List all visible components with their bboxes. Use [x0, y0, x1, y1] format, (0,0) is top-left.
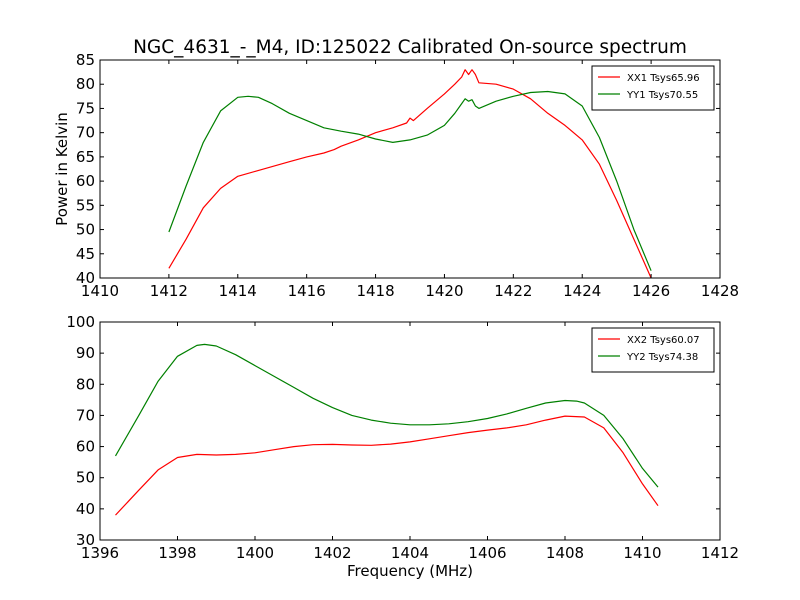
x-tick-label: 1412	[701, 544, 739, 562]
y-tick-label: 40	[76, 500, 95, 518]
x-tick-label: 1414	[219, 282, 257, 300]
top-chart: 1410 1412 1414 1416 1418 1420 1422 1424 1426 1428…	[53, 37, 739, 300]
legend-box	[591, 327, 715, 373]
legend-entry: XX2 Tsys60.07	[627, 335, 700, 346]
x-tick-label: 1416	[288, 282, 326, 300]
y-tick-label: 70	[76, 406, 95, 424]
x-tick-label: 1428	[701, 282, 739, 300]
x-axis-label: Frequency (MHz)	[347, 562, 473, 580]
y-tick-label: 85	[76, 51, 95, 69]
legend-entry: YY1 Tsys70.55	[626, 90, 698, 101]
y-tick-label: 65	[76, 148, 95, 166]
bottom-chart: 1396 1398 1400 1402 1404 1406 1408 1410 1412 30 40…	[66, 313, 739, 580]
y-tick-label: 30	[76, 531, 95, 549]
y-tick-label: 60	[76, 438, 95, 456]
y-tick-label: 55	[76, 196, 95, 214]
y-tick-label: 50	[76, 469, 95, 487]
series-line-1	[115, 415, 659, 516]
x-tick-label: 1396	[81, 544, 119, 562]
x-tick-label: 1424	[563, 282, 601, 300]
legend: XX1 Tsys65.96 YY1 Tsys70.55	[591, 65, 715, 111]
y-tick-label: 80	[76, 75, 95, 93]
x-tick-label: 1412	[150, 282, 188, 300]
y-tick-label: 70	[76, 124, 95, 142]
legend-entry: XX1 Tsys65.96	[627, 73, 700, 84]
axes-frame	[99, 59, 721, 279]
x-tick-label: 1400	[236, 544, 274, 562]
x-tick-label: 1422	[494, 282, 532, 300]
x-tick-label: 1398	[158, 544, 196, 562]
x-tick-label: 1402	[313, 544, 351, 562]
y-tick-label: 80	[76, 375, 95, 393]
chart-title: NGC_4631_-_M4, ID:125022 Calibrated On-s…	[133, 37, 687, 58]
y-tick-label: 50	[76, 221, 95, 239]
y-tick-label: 45	[76, 245, 95, 263]
x-tick-label: 1410	[623, 544, 661, 562]
legend-box	[591, 65, 715, 111]
x-tick-label: 1420	[425, 282, 463, 300]
x-tick-label: 1410	[81, 282, 119, 300]
y-tick-label: 75	[76, 99, 95, 117]
x-tick-label: 1418	[356, 282, 394, 300]
legend-entry: YY2 Tsys74.38	[626, 352, 698, 363]
y-axis-label: Power in Kelvin	[53, 112, 71, 226]
series-line-2	[168, 90, 652, 271]
x-tick-label: 1408	[546, 544, 584, 562]
y-tick-label: 40	[76, 269, 95, 287]
x-tick-label: 1404	[391, 544, 429, 562]
series-line-1	[168, 69, 652, 279]
x-tick-label: 1406	[468, 544, 506, 562]
x-tick-label: 1426	[632, 282, 670, 300]
y-tick-label: 90	[76, 344, 95, 362]
legend: XX2 Tsys60.07 YY2 Tsys74.38	[591, 327, 715, 373]
y-tick-label: 100	[66, 313, 95, 331]
y-tick-label: 60	[76, 172, 95, 190]
series-line-2	[114, 343, 659, 488]
